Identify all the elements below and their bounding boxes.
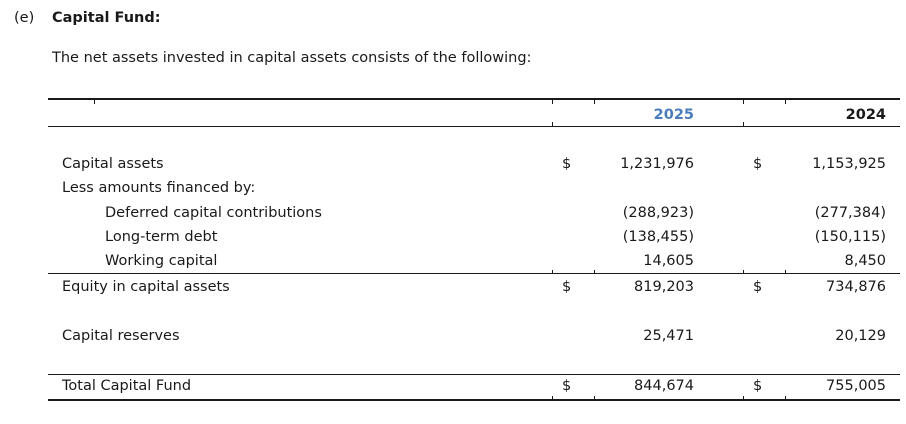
value-2024: 20,129 [835, 328, 886, 344]
column-tick [743, 100, 744, 104]
value-2024: (150,115) [814, 229, 886, 245]
subtotal-rule [48, 273, 900, 274]
row-label: Long-term debt [105, 229, 218, 245]
column-header-2025: 2025 [653, 107, 694, 123]
currency-symbol: $ [753, 156, 763, 172]
value-2024: 8,450 [844, 253, 886, 269]
value-2024: 755,005 [826, 378, 886, 394]
currency-symbol: $ [753, 378, 763, 394]
section-title: Capital Fund: [52, 10, 161, 26]
value-2025: (138,455) [622, 229, 694, 245]
section-number: (e) [14, 10, 35, 26]
table-bottom-rule [48, 399, 900, 401]
value-2025: (288,923) [622, 205, 694, 221]
currency-symbol: $ [562, 279, 572, 295]
row-label: Capital reserves [62, 328, 180, 344]
value-2025: 25,471 [643, 328, 694, 344]
row-label: Working capital [105, 253, 218, 269]
value-2024: (277,384) [814, 205, 886, 221]
column-tick [552, 122, 553, 126]
value-2025: 819,203 [634, 279, 694, 295]
currency-symbol: $ [753, 279, 763, 295]
column-tick [785, 100, 786, 104]
column-tick [743, 396, 744, 400]
column-tick [785, 396, 786, 400]
table-top-rule [48, 98, 900, 100]
row-label: Deferred capital contributions [105, 205, 322, 221]
column-tick [743, 122, 744, 126]
row-label: Equity in capital assets [62, 279, 230, 295]
value-2025: 1,231,976 [620, 156, 694, 172]
intro-text: The net assets invested in capital asset… [52, 50, 532, 66]
currency-symbol: $ [562, 378, 572, 394]
row-label: Total Capital Fund [62, 378, 192, 394]
column-tick [785, 270, 786, 274]
total-top-rule [48, 374, 900, 375]
value-2025: 844,674 [634, 378, 694, 394]
row-label: Less amounts financed by: [62, 180, 256, 196]
column-tick [743, 270, 744, 274]
currency-symbol: $ [562, 156, 572, 172]
column-tick [594, 396, 595, 400]
column-tick [552, 396, 553, 400]
header-bottom-rule [48, 126, 900, 127]
column-tick [552, 270, 553, 274]
value-2024: 734,876 [826, 279, 886, 295]
value-2025: 14,605 [643, 253, 694, 269]
row-label: Capital assets [62, 156, 164, 172]
column-tick [594, 270, 595, 274]
column-tick [594, 100, 595, 104]
column-header-2024: 2024 [845, 107, 886, 123]
column-tick [552, 100, 553, 104]
column-tick [94, 100, 95, 104]
value-2024: 1,153,925 [812, 156, 886, 172]
